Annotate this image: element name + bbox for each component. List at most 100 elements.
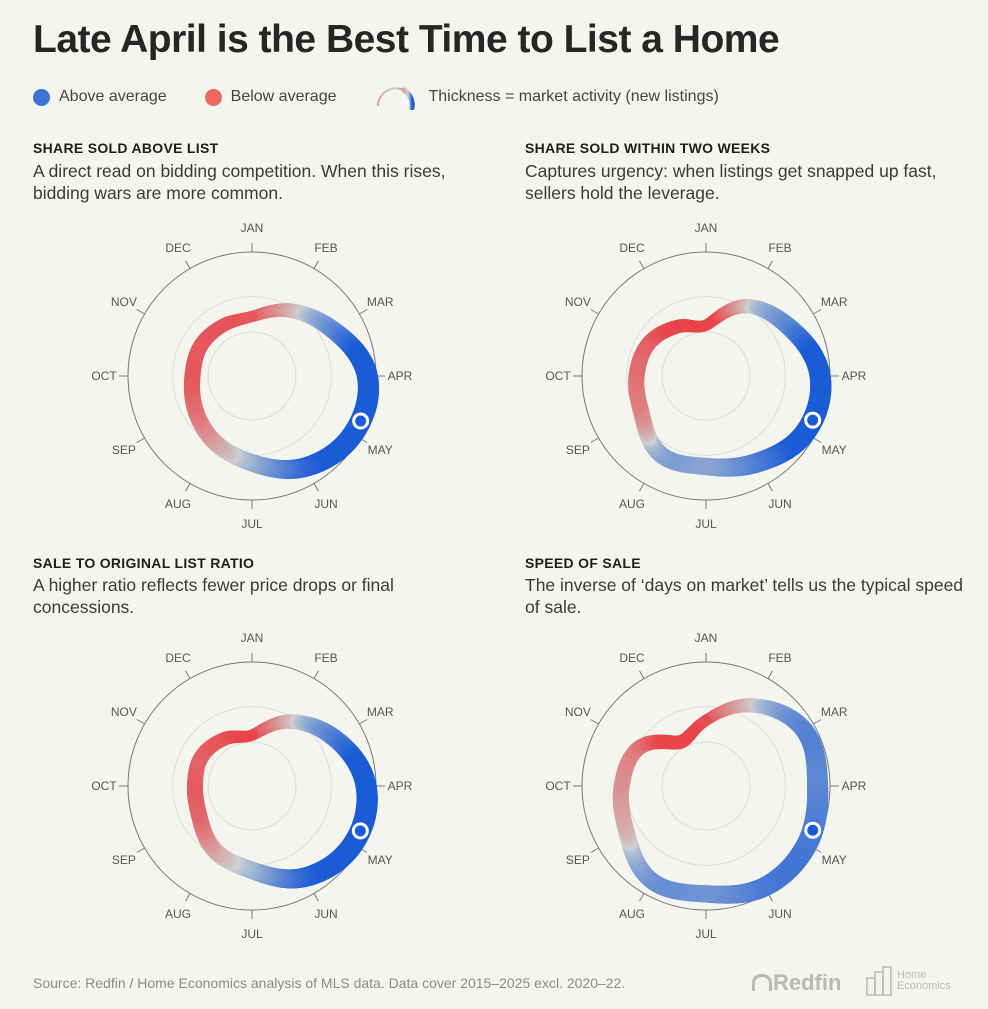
month-tick: [813, 719, 822, 725]
month-label-nov: NOV: [565, 295, 591, 309]
radial-chart-share-two-weeks: JAN FEB MAR APR MAY JUN JUL AUG SEP OCT NOV DEC: [546, 221, 866, 531]
series-segment: [699, 319, 712, 332]
month-label-dec: DEC: [619, 651, 645, 665]
month-label-sep: SEP: [566, 853, 590, 867]
blue-dot-icon: [33, 88, 50, 106]
month-tick: [185, 670, 191, 679]
month-label-oct: OCT: [92, 779, 117, 793]
month-tick: [639, 670, 645, 679]
panel-title-share-two-weeks: SHARE SOLD WITHIN TWO WEEKS: [525, 140, 771, 156]
month-label-apr: APR: [842, 779, 866, 793]
gridline-ring: [626, 296, 786, 456]
month-tick: [590, 847, 599, 853]
gridline-ring: [626, 706, 786, 866]
month-tick: [136, 437, 145, 443]
redfin-logo: Redfin: [752, 970, 841, 996]
building-icon: [866, 966, 892, 996]
month-tick: [590, 437, 599, 443]
red-dot-icon: [204, 88, 222, 106]
month-label-apr: APR: [388, 369, 412, 383]
gridline-ring: [661, 741, 751, 831]
month-tick: [313, 893, 319, 902]
redfin-logo-text: Redfin: [773, 970, 842, 995]
month-tick: [136, 847, 145, 853]
best-time-marker: [804, 411, 822, 429]
month-label-nov: NOV: [111, 705, 137, 719]
month-label-may: MAY: [368, 853, 393, 867]
month-label-feb: FEB: [314, 651, 337, 665]
month-tick: [639, 260, 645, 269]
month-label-may: MAY: [822, 853, 847, 867]
radial-series: [612, 698, 829, 904]
gridline-ring: [207, 331, 297, 421]
month-tick: [813, 309, 822, 315]
month-tick: [767, 260, 773, 269]
best-time-marker: [804, 821, 822, 839]
month-label-sep: SEP: [566, 443, 590, 457]
panel-title-sale-to-list: SALE TO ORIGINAL LIST RATIO: [33, 555, 255, 571]
month-label-aug: AUG: [165, 907, 191, 921]
gridline-ring: [207, 741, 297, 831]
month-label-nov: NOV: [111, 295, 137, 309]
panel-description-share-two-weeks: Captures urgency: when listings get snap…: [525, 161, 937, 203]
month-label-sep: SEP: [112, 853, 136, 867]
month-label-feb: FEB: [314, 241, 337, 255]
month-tick: [590, 309, 599, 315]
month-label-apr: APR: [388, 779, 412, 793]
month-label-mar: MAR: [821, 295, 848, 309]
month-label-jun: JUN: [768, 907, 791, 921]
month-tick: [639, 893, 645, 902]
month-label-jan: JAN: [241, 221, 264, 235]
legend-above: Above average: [33, 88, 167, 106]
source-note: Source: Redfin / Home Economics analysis…: [33, 975, 626, 991]
month-label-jun: JUN: [314, 497, 337, 511]
month-tick: [359, 309, 368, 315]
month-label-may: MAY: [822, 443, 847, 457]
month-label-jul: JUL: [241, 517, 263, 531]
month-tick: [639, 483, 645, 492]
legend-thickness: Thickness = market activity (new listing…: [374, 84, 719, 110]
month-tick: [359, 719, 368, 725]
month-label-dec: DEC: [165, 651, 191, 665]
radial-series: [186, 714, 378, 889]
radial-chart-share-above-list: JAN FEB MAR APR MAY JUN JUL AUG SEP OCT NOV DEC: [92, 221, 412, 531]
month-label-jul: JUL: [695, 517, 717, 531]
month-label-mar: MAR: [367, 295, 394, 309]
radial-chart-sale-to-list: JAN FEB MAR APR MAY JUN JUL AUG SEP OCT NOV DEC: [92, 631, 412, 941]
legend-thickness-label: Thickness = market activity (new listing…: [428, 88, 719, 105]
month-label-jan: JAN: [695, 221, 718, 235]
month-label-mar: MAR: [367, 705, 394, 719]
month-label-jan: JAN: [695, 631, 718, 645]
month-label-aug: AUG: [619, 497, 645, 511]
redfin-mark-icon: [752, 974, 772, 991]
month-label-oct: OCT: [546, 779, 571, 793]
radial-series: [628, 299, 832, 477]
month-label-dec: DEC: [165, 241, 191, 255]
month-label-feb: FEB: [768, 241, 791, 255]
month-label-jan: JAN: [241, 631, 264, 645]
month-label-dec: DEC: [619, 241, 645, 255]
panel-description-share-above-list: A direct read on bidding competition. Wh…: [33, 161, 446, 203]
gridline-ring: [661, 331, 751, 421]
panel-title-share-above-list: SHARE SOLD ABOVE LIST: [33, 140, 219, 156]
month-label-jun: JUN: [768, 497, 791, 511]
month-tick: [313, 260, 319, 269]
month-tick: [136, 719, 145, 725]
panel-title-speed-of-sale: SPEED OF SALE: [525, 555, 641, 571]
month-label-aug: AUG: [165, 497, 191, 511]
radial-chart-speed-of-sale: JAN FEB MAR APR MAY JUN JUL AUG SEP OCT NOV DEC: [546, 631, 866, 941]
month-label-oct: OCT: [92, 369, 117, 383]
month-tick: [185, 483, 191, 492]
legend-above-label: Above average: [59, 88, 167, 105]
month-tick: [813, 437, 822, 443]
home-economics-logo: Home Economics: [866, 966, 957, 996]
month-label-aug: AUG: [619, 907, 645, 921]
radial-series: [183, 303, 380, 479]
month-tick: [185, 893, 191, 902]
month-tick: [590, 719, 599, 725]
page-title: Late April is the Best Time to List a Ho…: [33, 18, 780, 61]
month-label-oct: OCT: [546, 369, 571, 383]
month-label-sep: SEP: [112, 443, 136, 457]
month-label-may: MAY: [368, 443, 393, 457]
month-tick: [313, 670, 319, 679]
